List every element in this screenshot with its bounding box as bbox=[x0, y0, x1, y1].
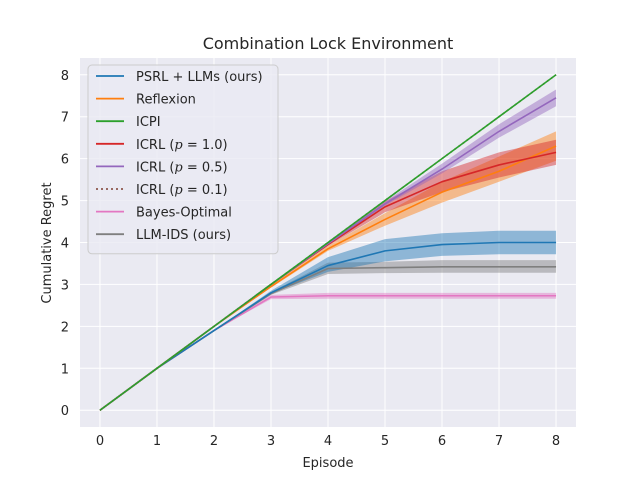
legend-label: ICRL (p = 0.1) bbox=[136, 183, 228, 198]
x-tick-label: 3 bbox=[267, 434, 275, 449]
legend-label: PSRL + LLMs (ours) bbox=[136, 70, 263, 85]
x-tick-label: 6 bbox=[438, 434, 446, 449]
y-tick-label: 1 bbox=[61, 362, 69, 377]
series-lines bbox=[99, 74, 557, 411]
y-tick-label: 4 bbox=[61, 237, 69, 252]
line-icpi bbox=[99, 74, 557, 411]
legend-label: Bayes-Optimal bbox=[136, 206, 232, 221]
legend-label: ICPI bbox=[136, 115, 161, 130]
y-tick-label: 7 bbox=[61, 111, 69, 126]
x-tick-label: 7 bbox=[495, 434, 503, 449]
legend-box bbox=[87, 64, 279, 255]
y-axis-label: Cumulative Regret bbox=[40, 182, 55, 303]
band-psrl-llms-ours bbox=[99, 230, 557, 411]
y-tick-label: 5 bbox=[61, 195, 69, 210]
y-tick-label: 8 bbox=[61, 69, 69, 84]
legend-label: Reflexion bbox=[136, 93, 196, 108]
x-tick-label: 2 bbox=[210, 434, 218, 449]
line-psrl-llms-ours bbox=[99, 241, 557, 411]
legend-label: ICRL (p = 0.5) bbox=[136, 160, 228, 175]
legend-label: ICRL (p = 1.0) bbox=[136, 138, 228, 153]
x-tick-labels: 0 1 2 3 4 5 6 7 8 bbox=[96, 434, 560, 449]
x-tick-label: 0 bbox=[96, 434, 104, 449]
x-tick-label: 8 bbox=[552, 434, 560, 449]
chart-title: Combination Lock Environment bbox=[203, 34, 454, 53]
legend: PSRL + LLMs (ours) Reflexion ICPI ICRL (p =… bbox=[87, 64, 279, 255]
y-tick-label: 3 bbox=[61, 278, 69, 293]
y-tick-label: 0 bbox=[61, 404, 69, 419]
x-axis-label: Episode bbox=[302, 456, 353, 471]
x-tick-label: 4 bbox=[324, 434, 332, 449]
y-tick-label: 2 bbox=[61, 320, 69, 335]
band-reflexion bbox=[99, 131, 557, 411]
y-tick-label: 6 bbox=[61, 153, 69, 168]
y-tick-labels: 0 1 2 3 4 5 6 7 8 bbox=[61, 69, 69, 419]
x-tick-label: 5 bbox=[381, 434, 389, 449]
x-tick-label: 1 bbox=[153, 434, 161, 449]
legend-label: LLM-IDS (ours) bbox=[136, 228, 231, 243]
